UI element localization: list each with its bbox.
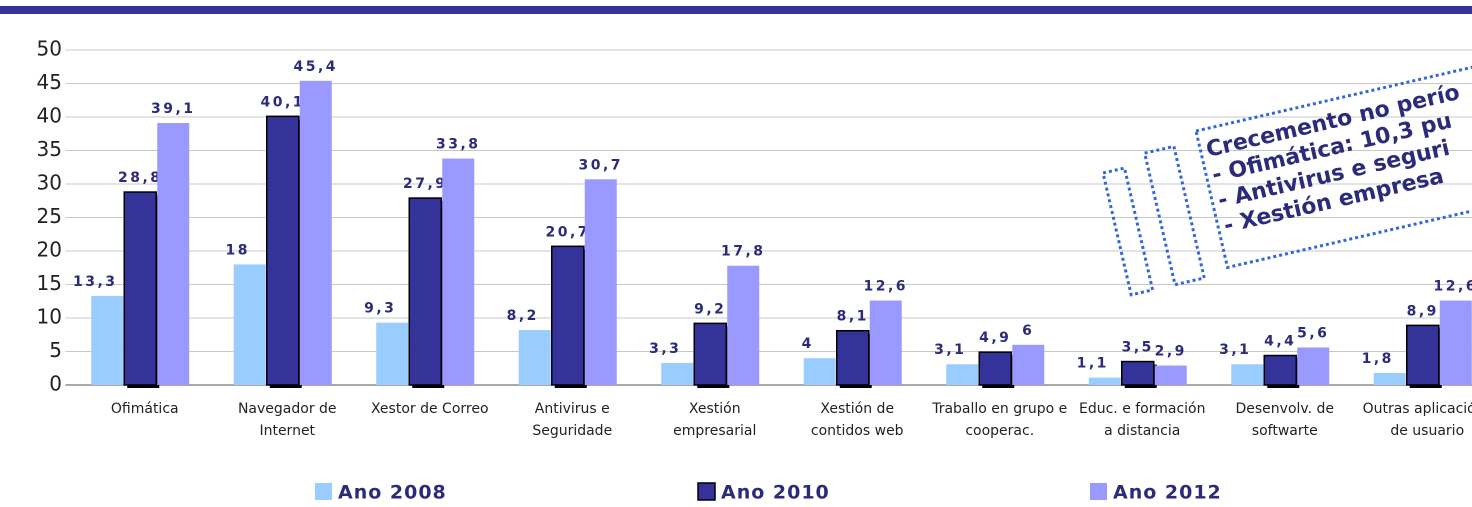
value-label: 30,7 — [578, 157, 623, 173]
bar — [1439, 300, 1472, 385]
x-tick-label: Outras aplicacións de usuario — [1362, 401, 1472, 439]
bar — [91, 295, 124, 385]
x-tick-label: Traballo en grupo e cooperac. — [932, 401, 1068, 439]
bar — [946, 364, 979, 385]
x-tick-label: Antivirus e Seguridade — [532, 401, 613, 439]
x-tick-label: Ofimática — [110, 401, 179, 417]
value-label: 33,8 — [436, 137, 481, 153]
value-label: 9,3 — [364, 301, 396, 317]
bar — [1012, 344, 1045, 385]
bar — [803, 358, 836, 385]
value-label: 13,3 — [73, 274, 118, 290]
annotation-box — [1142, 144, 1207, 287]
value-label: 1,8 — [1362, 351, 1394, 367]
bar — [551, 245, 585, 386]
value-label: 12,6 — [1433, 279, 1472, 295]
legend-swatch — [697, 482, 716, 501]
bar — [1373, 372, 1406, 385]
x-tick-label: Xestión de contidos web — [810, 401, 904, 439]
value-label: 40,1 — [260, 94, 305, 110]
value-label: 4 — [802, 336, 814, 352]
bar — [661, 362, 694, 385]
bar — [123, 191, 157, 386]
bar — [584, 179, 617, 385]
value-label: 18 — [226, 242, 250, 258]
x-tick-label: Desenvolv. de softwarte — [1235, 401, 1334, 439]
legend-swatch — [315, 483, 332, 500]
value-label: 2,9 — [1155, 344, 1187, 360]
value-label: 3,3 — [649, 341, 681, 357]
x-tick-label: Educ. e formación a distancia — [1078, 401, 1206, 439]
value-label: 3,5 — [1122, 340, 1154, 356]
bar — [408, 197, 442, 386]
bar — [693, 322, 727, 386]
value-label: 9,2 — [694, 301, 726, 317]
bar — [836, 329, 870, 386]
y-tick-label: 25 — [37, 204, 62, 228]
y-tick-label: 0 — [49, 372, 62, 396]
x-tick-label: Xestor de Correo — [370, 401, 489, 417]
value-label: 4,9 — [979, 330, 1011, 346]
annotation-box — [1101, 166, 1155, 297]
value-label: 39,1 — [151, 101, 196, 117]
value-label: 12,6 — [863, 279, 908, 295]
value-label: 8,1 — [837, 309, 869, 325]
annotation: Crecemento no perío- Ofimática: 10,3 pu-… — [1101, 54, 1472, 297]
bar — [376, 322, 409, 385]
value-label: 8,2 — [507, 308, 539, 324]
bar — [869, 300, 902, 385]
bar — [1154, 365, 1187, 385]
bar — [266, 115, 300, 386]
value-label: 8,9 — [1407, 303, 1439, 319]
y-tick-label: 30 — [37, 171, 62, 195]
bar — [978, 351, 1012, 386]
x-tick-label: Navegador de Internet — [237, 401, 337, 439]
bar — [1088, 377, 1121, 385]
top-rule — [0, 6, 1472, 14]
value-label: 4,4 — [1264, 334, 1296, 350]
legend-label: Ano 2010 — [721, 482, 830, 504]
bar — [233, 264, 266, 385]
bar — [1263, 354, 1297, 386]
value-label: 1,1 — [1077, 356, 1109, 372]
bar — [518, 330, 551, 385]
legend-label: Ano 2008 — [338, 482, 447, 504]
bar — [727, 265, 760, 385]
bar — [157, 123, 190, 385]
bar — [1406, 324, 1440, 386]
bar — [1121, 360, 1155, 386]
value-label: 3,1 — [934, 342, 966, 358]
y-tick-label: 5 — [49, 338, 62, 362]
y-tick-label: 50 — [37, 37, 62, 61]
value-label: 6 — [1022, 323, 1034, 339]
bar — [442, 158, 475, 385]
value-label: 45,4 — [293, 59, 338, 75]
value-label: 5,6 — [1297, 325, 1329, 341]
x-tick-label: Xestión empresarial — [673, 401, 757, 439]
value-label: 17,8 — [721, 244, 766, 260]
value-label: 20,7 — [545, 224, 590, 240]
bar — [1297, 347, 1330, 385]
value-label: 27,9 — [403, 176, 448, 192]
bar — [299, 80, 332, 385]
y-tick-label: 40 — [37, 104, 62, 128]
legend-swatch — [1090, 483, 1107, 500]
legend-label: Ano 2012 — [1113, 482, 1222, 504]
y-tick-label: 45 — [37, 70, 62, 94]
y-tick-label: 35 — [37, 137, 62, 161]
value-label: 28,8 — [118, 170, 163, 186]
y-tick-label: 15 — [37, 271, 62, 295]
y-tick-label: 10 — [37, 305, 62, 329]
bar — [1231, 364, 1264, 385]
value-label: 3,1 — [1219, 342, 1251, 358]
y-tick-label: 20 — [37, 238, 62, 262]
